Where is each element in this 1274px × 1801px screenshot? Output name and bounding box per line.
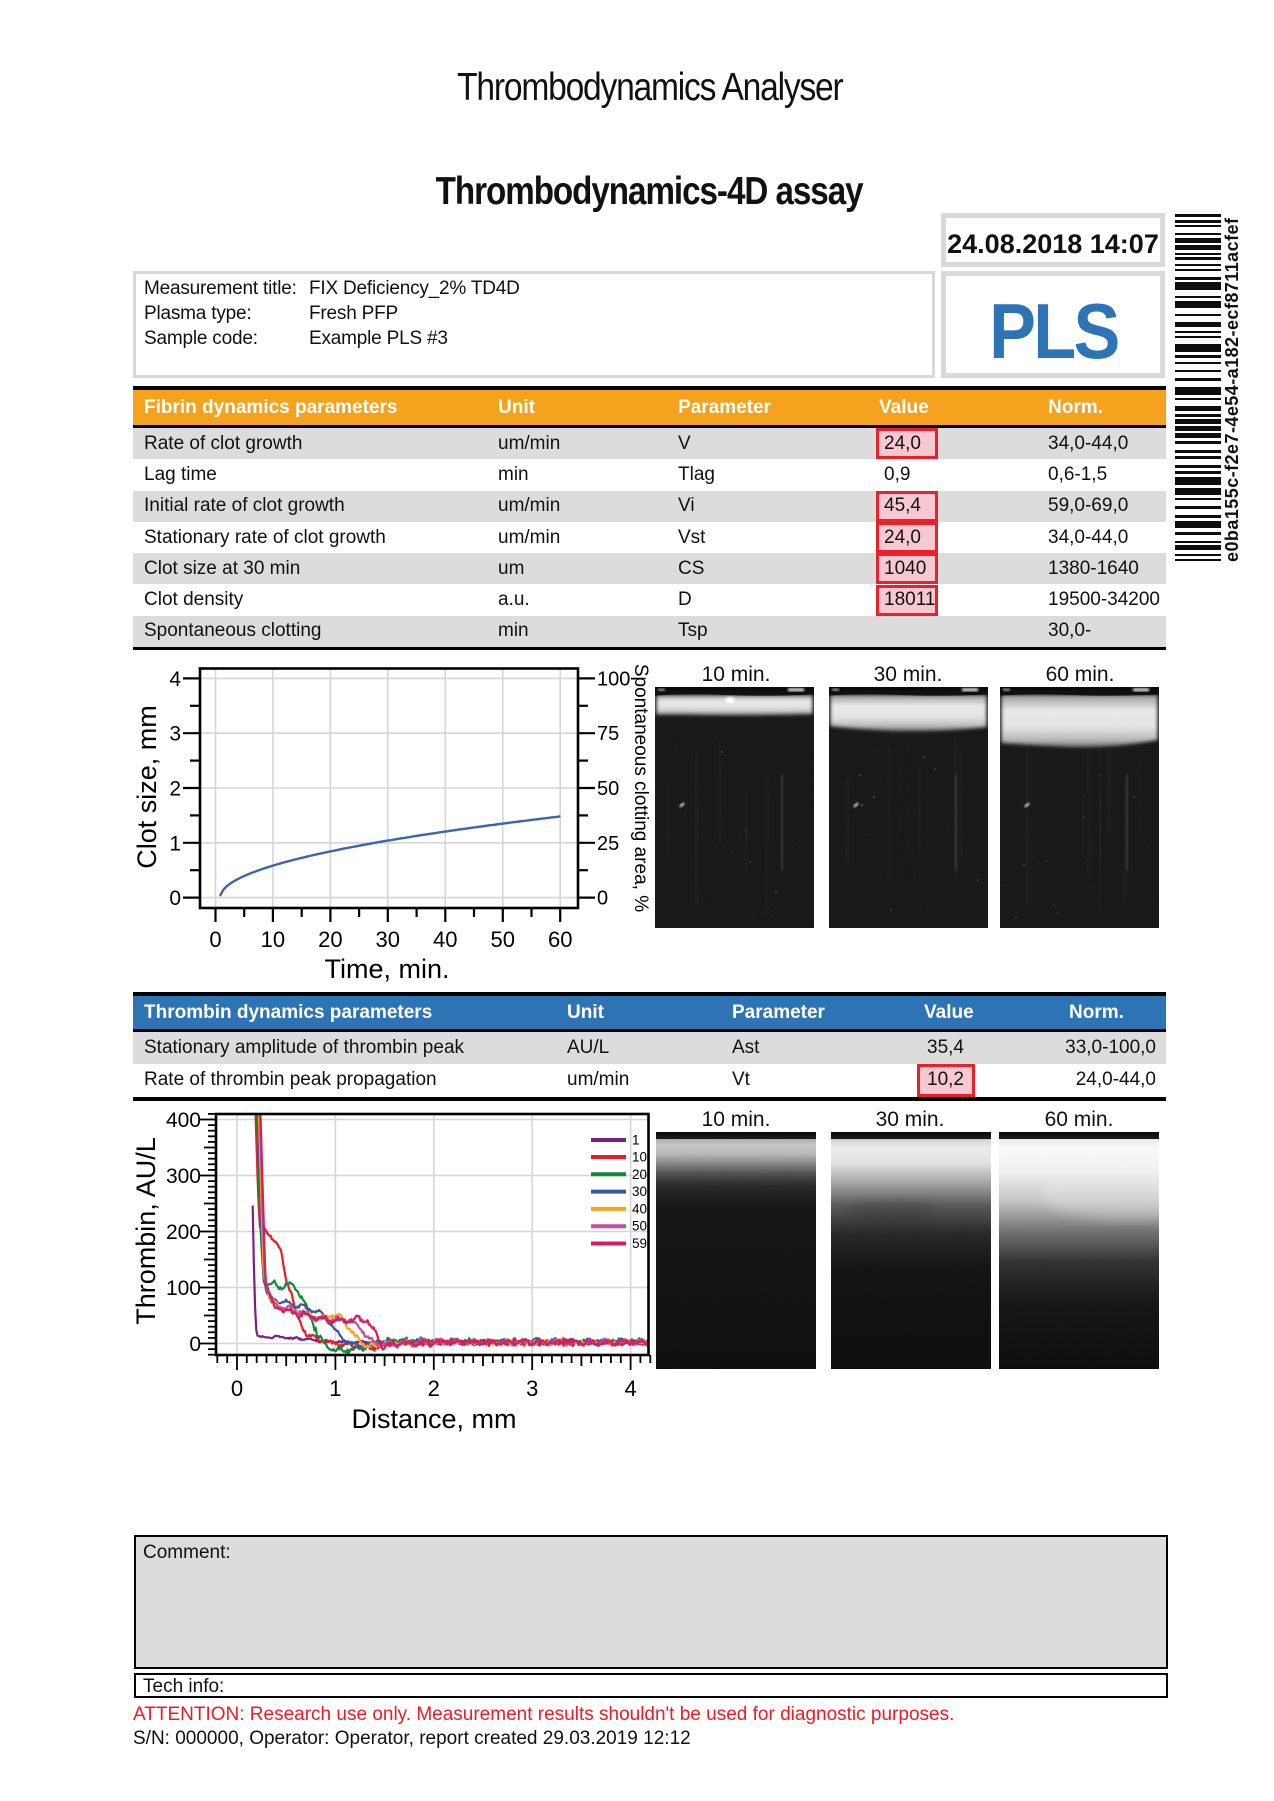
svg-text:Time, min.: Time, min. (324, 954, 449, 984)
svg-text:20: 20 (632, 1167, 647, 1182)
svg-text:0: 0 (209, 927, 221, 952)
svg-text:10: 10 (632, 1150, 647, 1165)
svg-text:25: 25 (597, 833, 619, 855)
svg-text:100: 100 (166, 1277, 201, 1300)
svg-text:Distance, mm: Distance, mm (351, 1404, 516, 1434)
svg-text:400: 400 (166, 1109, 201, 1132)
svg-text:Thrombin, AU/L: Thrombin, AU/L (133, 1137, 161, 1325)
svg-text:59: 59 (632, 1236, 647, 1251)
svg-text:50: 50 (491, 927, 515, 952)
svg-text:3: 3 (169, 723, 181, 746)
svg-text:Spontaneous clotting area, %: Spontaneous clotting area, % (630, 664, 651, 912)
svg-text:0: 0 (597, 888, 608, 910)
svg-text:0: 0 (189, 1333, 201, 1356)
svg-text:30: 30 (376, 927, 400, 952)
svg-text:60: 60 (548, 927, 572, 952)
svg-text:0: 0 (169, 887, 181, 910)
svg-text:40: 40 (632, 1201, 647, 1216)
svg-text:0: 0 (231, 1376, 243, 1401)
svg-text:2: 2 (428, 1376, 440, 1401)
svg-text:300: 300 (166, 1165, 201, 1188)
svg-text:100: 100 (597, 668, 630, 690)
svg-text:40: 40 (433, 927, 457, 952)
svg-text:50: 50 (632, 1219, 647, 1234)
svg-text:Clot size, mm: Clot size, mm (133, 705, 162, 869)
svg-text:30: 30 (632, 1184, 647, 1199)
svg-text:75: 75 (597, 723, 619, 745)
svg-text:200: 200 (166, 1221, 201, 1244)
svg-text:4: 4 (624, 1376, 636, 1401)
svg-text:50: 50 (597, 778, 619, 800)
svg-text:1: 1 (329, 1376, 341, 1401)
svg-text:2: 2 (169, 778, 181, 801)
svg-text:1: 1 (632, 1133, 640, 1148)
svg-text:10: 10 (261, 927, 285, 952)
svg-text:20: 20 (318, 927, 342, 952)
svg-text:1: 1 (169, 832, 181, 855)
svg-text:4: 4 (169, 668, 181, 691)
svg-text:3: 3 (526, 1376, 538, 1401)
